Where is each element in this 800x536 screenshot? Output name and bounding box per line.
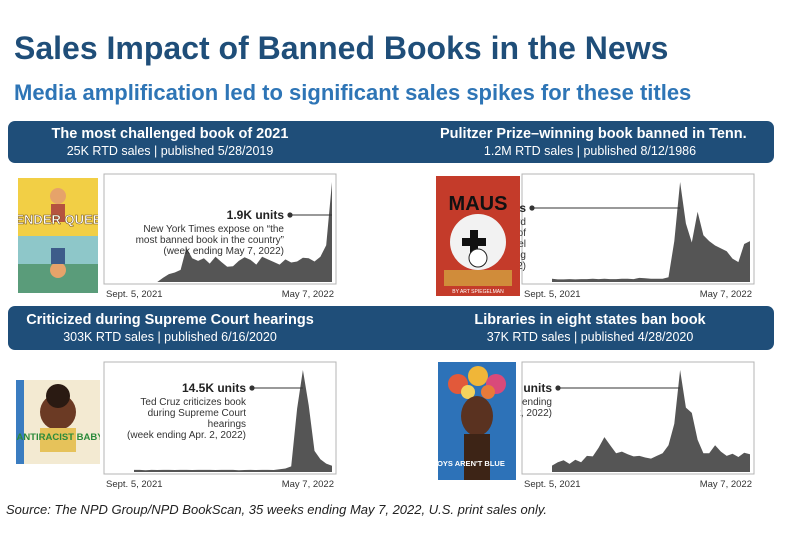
chart-3-annotation-line: Ted Cruz criticizes book bbox=[140, 397, 247, 408]
book-cover-maus: MAUS BY ART SPIEGELMAN bbox=[436, 176, 520, 296]
book-2-header: Pulitzer Prize–winning book banned in Te… bbox=[440, 125, 747, 160]
chart-2-annotation-line: Feb. 12, 2022) bbox=[520, 261, 526, 272]
chart-2: 34.2K units Tenn. school boardbans teachi… bbox=[520, 173, 755, 300]
chart-3: 14.5K units Ted Cruz criticizes bookdurin… bbox=[103, 361, 337, 490]
chart-2-annotation-line: Tenn. school board bbox=[520, 217, 526, 228]
chart-1-x-start-label: Sept. 5, 2021 bbox=[106, 289, 163, 300]
chart-4: 1.9K units (week endingFeb. 12, 2022) Sept… bbox=[520, 361, 755, 490]
chart-3-x-end-label: May 7, 2022 bbox=[282, 479, 334, 490]
chart-3-annotation-line: (week ending Apr. 2, 2022) bbox=[127, 430, 246, 441]
chart-1-annotation-line: most banned book in the country” bbox=[136, 235, 284, 246]
book-3-heading: Criticized during Supreme Court hearings bbox=[26, 312, 314, 328]
chart-3-annotation-line: during Supreme Court bbox=[148, 408, 247, 419]
cover-2-footer: BY ART SPIEGELMAN bbox=[452, 289, 504, 295]
source-note: Source: The NPD Group/NPD BookScan, 35 w… bbox=[6, 502, 547, 517]
chart-3-area-series bbox=[134, 370, 332, 472]
book-3-header: Criticized during Supreme Court hearings… bbox=[20, 311, 320, 346]
book-1-header: The most challenged book of 2021 25K RTD… bbox=[20, 125, 320, 160]
chart-1-peak-marker bbox=[287, 212, 293, 218]
chart-4-x-start-label: Sept. 5, 2021 bbox=[524, 479, 581, 490]
cover-3-title: ANTIRACIST BABY bbox=[16, 432, 100, 443]
chart-1: 1.9K units New York Times expose on “them… bbox=[103, 173, 337, 300]
chart-4-annotation-line: (week ending bbox=[520, 397, 552, 408]
chart-2-peak-marker bbox=[529, 205, 535, 211]
chart-3-x-start-label: Sept. 5, 2021 bbox=[106, 479, 163, 490]
book-1-stats: 25K RTD sales | published 5/28/2019 bbox=[66, 144, 274, 158]
chart-1-peak-label: 1.9K units bbox=[227, 208, 285, 222]
chart-2-x-start-label: Sept. 5, 2021 bbox=[524, 289, 581, 300]
book-2-stats: 1.2M RTD sales | published 8/12/1986 bbox=[483, 144, 697, 158]
cover-1-title-line1: GENDER QUEER bbox=[18, 212, 98, 227]
header-band-bottom bbox=[8, 306, 774, 350]
book-4-header: Libraries in eight states ban book 37K R… bbox=[440, 311, 740, 346]
book-cover-all-boys-arent-blue: ALL BOYS AREN'T BLUE bbox=[438, 362, 516, 480]
chart-4-area-series bbox=[552, 370, 750, 472]
book-3-stats: 303K RTD sales | published 6/16/2020 bbox=[63, 330, 277, 344]
page-subtitle: Media amplification led to significant s… bbox=[14, 80, 692, 105]
chart-1-x-end-label: May 7, 2022 bbox=[282, 289, 334, 300]
chart-2-annotation-line: the graphic novel bbox=[520, 239, 526, 250]
chart-2-annotation-line: bans teaching of bbox=[520, 228, 526, 239]
book-cover-antiracist-baby: ANTIRACIST BABY bbox=[16, 380, 100, 464]
chart-4-x-end-label: May 7, 2022 bbox=[700, 479, 752, 490]
chart-2-annotation-line: (week ending bbox=[520, 250, 526, 261]
chart-3-annotation-line: hearings bbox=[208, 419, 246, 430]
chart-3-peak-marker bbox=[249, 385, 255, 391]
chart-4-peak-marker bbox=[555, 385, 561, 391]
cover-2-title: MAUS bbox=[449, 193, 508, 215]
page-title: Sales Impact of Banned Books in the News bbox=[14, 30, 669, 66]
cover-4-title: ALL BOYS AREN'T BLUE bbox=[438, 459, 505, 468]
chart-2-area-series bbox=[552, 182, 750, 282]
header-band-top bbox=[8, 121, 774, 163]
book-cover-gender-queer: GENDER QUEER bbox=[18, 178, 98, 293]
book-4-heading: Libraries in eight states ban book bbox=[474, 312, 706, 328]
chart-1-annotation-line: New York Times expose on “the bbox=[143, 224, 284, 235]
chart-4-peak-label: 1.9K units bbox=[520, 381, 552, 395]
chart-1-area-series bbox=[134, 182, 332, 282]
book-2-heading: Pulitzer Prize–winning book banned in Te… bbox=[440, 126, 747, 142]
chart-2-x-end-label: May 7, 2022 bbox=[700, 289, 752, 300]
chart-1-annotation-line: (week ending May 7, 2022) bbox=[163, 246, 284, 257]
chart-3-peak-label: 14.5K units bbox=[182, 381, 246, 395]
chart-2-peak-label: 34.2K units bbox=[520, 201, 526, 215]
chart-4-annotation-line: Feb. 12, 2022) bbox=[520, 408, 552, 419]
book-4-stats: 37K RTD sales | published 4/28/2020 bbox=[486, 330, 694, 344]
book-1-heading: The most challenged book of 2021 bbox=[51, 126, 289, 142]
